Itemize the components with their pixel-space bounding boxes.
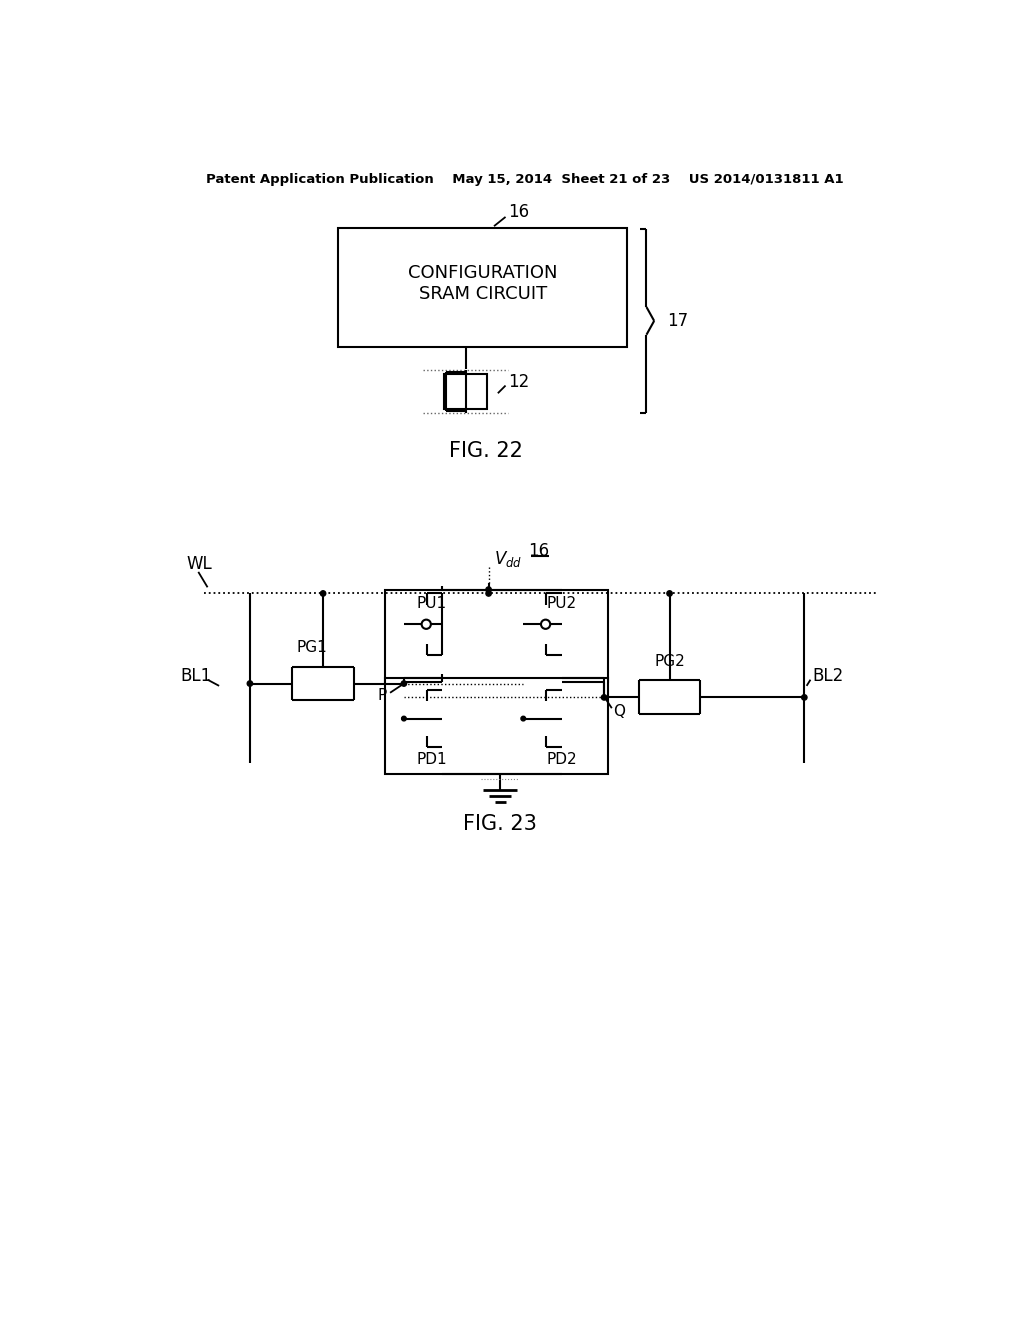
- Circle shape: [401, 717, 407, 721]
- Text: WL: WL: [186, 556, 212, 573]
- Text: FIG. 23: FIG. 23: [463, 814, 538, 834]
- Bar: [444, 374, 487, 409]
- Circle shape: [802, 694, 807, 700]
- Circle shape: [247, 681, 253, 686]
- Circle shape: [401, 681, 407, 686]
- Circle shape: [521, 717, 525, 721]
- Text: 16: 16: [508, 203, 529, 222]
- Circle shape: [601, 694, 607, 700]
- Bar: [385, 678, 608, 775]
- Circle shape: [667, 591, 672, 597]
- Circle shape: [486, 591, 492, 597]
- Text: Patent Application Publication    May 15, 2014  Sheet 21 of 23    US 2014/013181: Patent Application Publication May 15, 2…: [206, 173, 844, 186]
- Text: PD2: PD2: [547, 751, 577, 767]
- Text: 16: 16: [528, 543, 549, 560]
- Text: BL2: BL2: [813, 667, 844, 685]
- Text: PU1: PU1: [417, 595, 447, 611]
- Text: CONFIGURATION
SRAM CIRCUIT: CONFIGURATION SRAM CIRCUIT: [409, 264, 558, 302]
- Circle shape: [321, 591, 326, 597]
- Bar: [339, 228, 628, 347]
- Text: Q: Q: [613, 704, 626, 719]
- Text: PD1: PD1: [417, 751, 447, 767]
- Text: $V_{dd}$: $V_{dd}$: [494, 549, 522, 569]
- Circle shape: [486, 587, 492, 593]
- Text: PG2: PG2: [654, 653, 685, 669]
- Text: FIG. 22: FIG. 22: [450, 441, 523, 461]
- Text: PU2: PU2: [547, 595, 577, 611]
- Text: P: P: [378, 688, 387, 704]
- Bar: [385, 590, 608, 682]
- Text: PG1: PG1: [296, 640, 327, 655]
- Text: BL1: BL1: [180, 667, 212, 685]
- Text: 17: 17: [668, 312, 688, 330]
- Text: 12: 12: [508, 372, 529, 391]
